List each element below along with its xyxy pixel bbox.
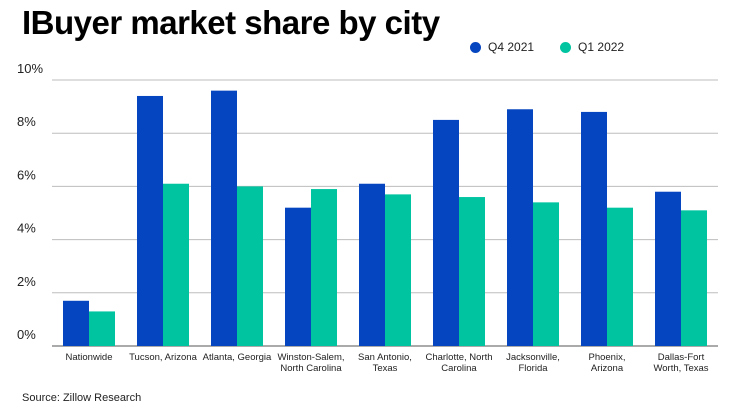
bar <box>433 119 459 347</box>
x-tick-label: Nationwide <box>66 352 113 363</box>
x-tick-label: Worth, Texas <box>653 363 708 374</box>
legend-label-q1-2022: Q1 2022 <box>578 40 625 54</box>
bar <box>285 207 311 346</box>
bar <box>385 194 411 346</box>
x-tick-label: Dallas-Fort <box>658 352 705 363</box>
bar <box>459 197 485 346</box>
y-tick-label: 10% <box>17 61 43 76</box>
source-note: Source: Zillow Research <box>22 392 142 404</box>
legend-swatch-q1-2022 <box>560 41 572 53</box>
bar <box>237 186 263 346</box>
bar <box>681 210 707 346</box>
y-tick-label: 6% <box>17 167 36 182</box>
x-tick-label: Phoenix, <box>589 352 626 363</box>
x-tick-label: San Antonio, <box>358 352 412 363</box>
x-tick-label: Jacksonville, <box>506 352 560 363</box>
legend-swatch-q4-2021 <box>470 41 481 53</box>
chart-title: IBuyer market share by city <box>22 4 440 41</box>
bar <box>211 90 237 346</box>
legend-item-q1-2022: Q1 2022 <box>560 40 624 54</box>
bar <box>311 189 337 346</box>
legend: Q4 2021 Q1 2022 <box>470 40 624 54</box>
bar <box>89 311 115 346</box>
x-tick-label: Arizona <box>591 363 624 374</box>
x-tick-label: Florida <box>518 363 548 374</box>
bar <box>533 202 559 346</box>
y-tick-label: 4% <box>17 221 36 236</box>
bar <box>63 300 89 346</box>
bar <box>163 183 189 346</box>
bar <box>581 111 607 346</box>
bar <box>607 207 633 346</box>
x-tick-label: Tucson, Arizona <box>129 352 197 363</box>
y-tick-label: 2% <box>17 274 36 289</box>
y-tick-label: 8% <box>17 114 36 129</box>
bar <box>359 183 385 346</box>
x-tick-label: Atlanta, Georgia <box>203 352 272 363</box>
bar <box>655 191 681 346</box>
x-tick-label: Charlotte, North <box>425 352 492 363</box>
legend-item-q4-2021: Q4 2021 <box>470 40 534 54</box>
bar <box>507 109 533 346</box>
x-tick-label: Winston-Salem, <box>277 352 344 363</box>
bar <box>137 95 163 347</box>
x-tick-label: Texas <box>373 363 398 374</box>
legend-label-q4-2021: Q4 2021 <box>488 40 535 54</box>
x-tick-label: North Carolina <box>280 363 342 374</box>
y-tick-label: 0% <box>17 327 36 342</box>
x-tick-label: Carolina <box>441 363 477 374</box>
